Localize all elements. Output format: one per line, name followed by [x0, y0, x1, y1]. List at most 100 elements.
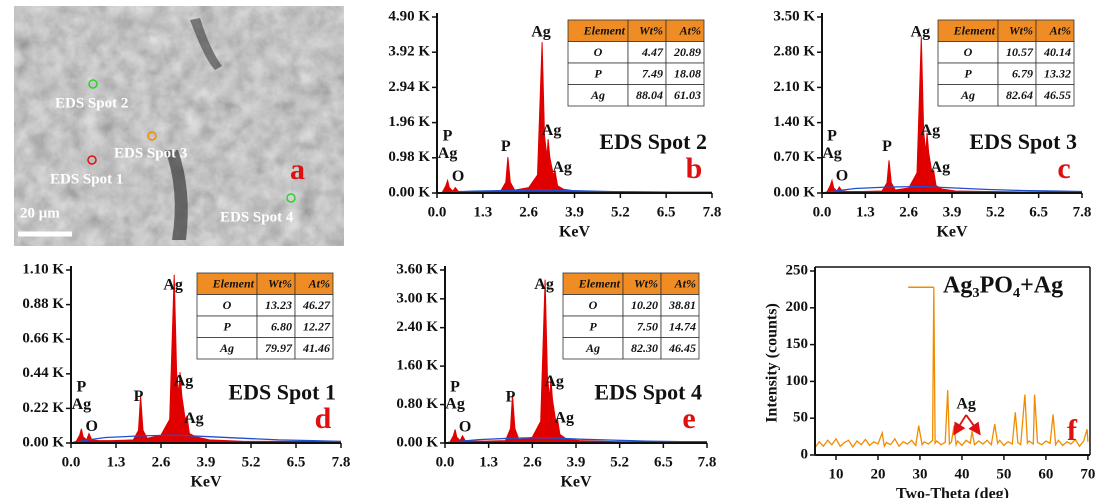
x-tick-label: 70: [1080, 466, 1095, 482]
y-tick-label: 0.00 K: [396, 434, 438, 450]
y-tick-label: 3.50 K: [773, 8, 815, 24]
table-header: Wt%: [268, 277, 292, 291]
table-header: Wt%: [1009, 24, 1033, 38]
spectrum-line: [815, 287, 1088, 447]
spot-label: EDS Spot 2: [55, 95, 128, 111]
table-value: 13.32: [1044, 67, 1071, 81]
peak-annotation: P: [501, 138, 511, 155]
x-axis-label: KeV: [936, 224, 968, 241]
x-axis-label: Two-Theta (deg): [896, 486, 1009, 498]
x-tick-label: 20: [870, 466, 885, 482]
x-tick-label: 7.8: [698, 454, 717, 470]
peak-annotation: P: [882, 138, 892, 155]
peak-annotation: O: [836, 168, 848, 185]
table-value: O: [589, 298, 598, 312]
table-value: P: [964, 67, 972, 81]
table-value: 6.79: [1012, 67, 1033, 81]
y-tick-label: 50: [793, 410, 808, 426]
panel-label: c: [1057, 152, 1070, 185]
y-tick-label: 4.90 K: [388, 8, 430, 24]
table-header: At%: [1049, 24, 1071, 38]
peak-annotation: Ag: [72, 396, 92, 413]
y-tick-label: 1.60 K: [396, 358, 438, 374]
table-value: 18.08: [674, 67, 701, 81]
x-tick-label: 7.8: [332, 454, 351, 470]
table-value: 88.04: [636, 88, 663, 102]
y-tick-label: 100: [786, 373, 809, 389]
spot-label: EDS Spot 3: [114, 145, 187, 161]
y-tick-label: 3.00 K: [396, 290, 438, 306]
x-tick-label: 6.5: [287, 454, 306, 470]
table-value: 82.30: [631, 341, 658, 355]
panel-label: b: [686, 152, 703, 185]
table-value: O: [964, 45, 973, 59]
peak-annotation: Ag: [174, 372, 194, 389]
peak-annotation: P: [450, 378, 460, 395]
table-value: O: [594, 45, 603, 59]
x-tick-label: 1.3: [856, 204, 875, 220]
y-tick-label: 1.96 K: [388, 114, 430, 130]
y-tick-label: 2.80 K: [773, 44, 815, 60]
x-tick-label: 7.8: [1073, 204, 1092, 220]
scale-bar-label: 20 μm: [20, 205, 60, 221]
x-tick-label: 2.6: [519, 204, 538, 220]
y-tick-label: 0.44 K: [22, 365, 64, 381]
peak-annotation: O: [452, 168, 464, 185]
peak-annotation: P: [443, 127, 453, 144]
table-header: Element: [583, 24, 626, 38]
table-value: 14.74: [669, 320, 696, 334]
peak-annotation: O: [459, 418, 471, 435]
spot-label: EDS Spot 4: [220, 209, 294, 225]
x-tick-label: 6.5: [1029, 204, 1048, 220]
panel-label: d: [315, 402, 332, 435]
panel-label: f: [1067, 414, 1078, 447]
x-tick-label: 5.2: [242, 454, 261, 470]
table-header: Wt%: [634, 277, 658, 291]
x-tick-label: 0.0: [813, 204, 832, 220]
y-tick-label: 2.40 K: [396, 319, 438, 335]
x-tick-label: 6.5: [654, 454, 673, 470]
x-tick-label: 50: [996, 466, 1011, 482]
table-value: Ag: [590, 88, 605, 102]
peak-annotation: Ag: [544, 373, 564, 390]
x-tick-label: 1.3: [473, 204, 492, 220]
y-tick-label: 0.22 K: [22, 400, 64, 416]
table-value: P: [223, 320, 231, 334]
peak-annotation: Ag: [931, 159, 951, 176]
x-tick-label: 5.2: [986, 204, 1005, 220]
table-value: 79.97: [265, 341, 293, 355]
x-axis-label: KeV: [559, 224, 591, 241]
x-axis-label: KeV: [560, 474, 592, 491]
table-header: Element: [578, 277, 621, 291]
table-header: At%: [308, 277, 330, 291]
peak-annotation: Ag: [184, 410, 204, 427]
table-value: 13.23: [265, 298, 292, 312]
annotation-arrow: [954, 415, 966, 434]
x-tick-label: 3.9: [567, 454, 586, 470]
table-value: 7.49: [642, 67, 663, 81]
table-value: 20.89: [673, 45, 701, 59]
x-tick-label: 3.9: [197, 454, 216, 470]
table-value: 46.55: [1043, 88, 1071, 102]
peak-annotation: Ag: [542, 122, 562, 139]
x-tick-label: 0.0: [428, 204, 447, 220]
panel-label: a: [290, 153, 305, 186]
peak-annotation: Ag: [534, 276, 554, 293]
x-tick-label: 5.2: [610, 454, 629, 470]
peak-annotation: Ag: [956, 396, 976, 413]
table-value: 46.27: [302, 298, 331, 312]
x-tick-label: 1.3: [479, 454, 498, 470]
x-tick-label: 60: [1038, 466, 1053, 482]
y-tick-label: 1.10 K: [22, 261, 64, 277]
table-value: 41.46: [302, 341, 330, 355]
table-value: Ag: [219, 341, 234, 355]
peak-annotation: Ag: [163, 276, 183, 293]
table-value: 10.20: [631, 298, 658, 312]
table-header: Wt%: [639, 24, 663, 38]
table-value: 12.27: [303, 320, 331, 334]
peak-annotation: Ag: [921, 122, 941, 139]
y-tick-label: 0.80 K: [396, 396, 438, 412]
table-value: 6.80: [271, 320, 292, 334]
table-value: Ag: [585, 341, 600, 355]
panel-label: e: [682, 402, 695, 435]
